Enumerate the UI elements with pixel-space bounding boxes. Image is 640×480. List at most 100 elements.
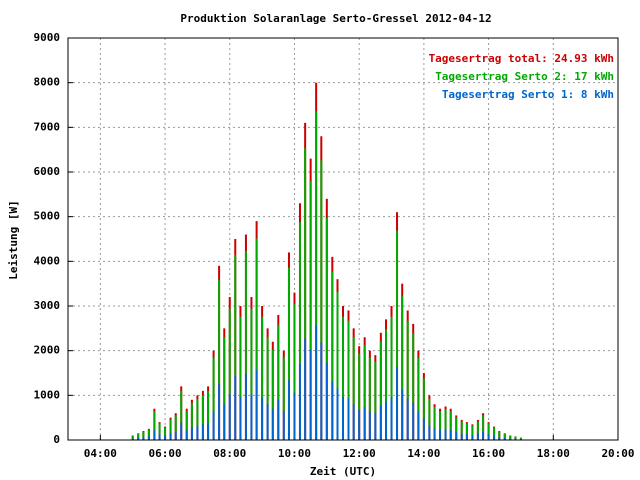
bar bbox=[352, 404, 355, 440]
bar bbox=[417, 411, 420, 440]
bar bbox=[428, 425, 431, 440]
legend-entry: Tagesertrag total: 24.93 kWh bbox=[429, 52, 614, 65]
y-tick-label: 2000 bbox=[34, 344, 61, 357]
y-tick-label: 9000 bbox=[34, 31, 61, 44]
bar bbox=[331, 381, 334, 440]
bar bbox=[379, 405, 382, 440]
bar bbox=[201, 394, 204, 425]
bar bbox=[514, 438, 517, 440]
bar bbox=[396, 367, 399, 440]
bar bbox=[363, 406, 366, 440]
bar bbox=[444, 429, 447, 440]
bar bbox=[304, 338, 307, 440]
x-tick-label: 08:00 bbox=[213, 447, 246, 460]
bar bbox=[223, 337, 226, 405]
bar bbox=[185, 411, 188, 431]
bar bbox=[212, 357, 215, 412]
bar bbox=[271, 349, 274, 409]
bar bbox=[514, 436, 517, 439]
bar bbox=[244, 374, 247, 440]
bar bbox=[417, 357, 420, 412]
bar bbox=[185, 430, 188, 440]
bar bbox=[487, 434, 490, 440]
x-tick-label: 04:00 bbox=[84, 447, 117, 460]
bar bbox=[309, 349, 312, 440]
bar bbox=[234, 255, 237, 376]
bar bbox=[277, 399, 280, 440]
bar bbox=[374, 361, 377, 413]
bar bbox=[325, 218, 328, 363]
y-axis-label: Leistung [W] bbox=[7, 200, 20, 279]
bar bbox=[309, 180, 312, 350]
bar bbox=[422, 418, 425, 440]
bar bbox=[169, 432, 172, 440]
bar bbox=[509, 438, 512, 440]
bar bbox=[336, 292, 339, 389]
y-tick-label: 7000 bbox=[34, 120, 61, 133]
bar bbox=[471, 425, 474, 436]
bar bbox=[212, 411, 215, 440]
bar bbox=[293, 392, 296, 440]
y-tick-label: 4000 bbox=[34, 254, 61, 267]
bar bbox=[250, 394, 253, 440]
bar bbox=[428, 398, 431, 426]
bar bbox=[304, 148, 307, 339]
bar bbox=[449, 411, 452, 431]
bar bbox=[266, 404, 269, 440]
bar bbox=[352, 337, 355, 405]
bar bbox=[493, 435, 496, 440]
bar bbox=[228, 394, 231, 440]
bar bbox=[180, 390, 183, 424]
x-tick-label: 14:00 bbox=[407, 447, 440, 460]
legend-entry: Tagesertrag Serto 1: 8 kWh bbox=[442, 88, 614, 101]
bar bbox=[374, 412, 377, 440]
bar bbox=[196, 425, 199, 440]
bar bbox=[180, 423, 183, 440]
bar bbox=[347, 398, 350, 440]
bar bbox=[433, 406, 436, 429]
x-tick-label: 16:00 bbox=[472, 447, 505, 460]
bar bbox=[460, 421, 463, 434]
bar bbox=[385, 401, 388, 440]
bar bbox=[406, 320, 409, 399]
bar bbox=[250, 308, 253, 395]
y-tick-label: 0 bbox=[53, 433, 60, 446]
bar bbox=[287, 380, 290, 440]
y-tick-label: 1000 bbox=[34, 388, 61, 401]
bar bbox=[282, 357, 285, 412]
bar bbox=[320, 160, 323, 343]
bar bbox=[244, 251, 247, 375]
bar bbox=[455, 417, 458, 432]
bar bbox=[503, 437, 506, 440]
bar bbox=[315, 325, 318, 440]
bar bbox=[320, 342, 323, 440]
bar bbox=[476, 421, 479, 434]
bar bbox=[298, 364, 301, 440]
bar bbox=[368, 357, 371, 412]
bar bbox=[153, 411, 156, 431]
bar bbox=[298, 222, 301, 365]
bar bbox=[315, 111, 318, 326]
bar bbox=[433, 428, 436, 440]
y-tick-label: 3000 bbox=[34, 299, 61, 312]
bar bbox=[487, 423, 490, 435]
bar bbox=[153, 430, 156, 440]
y-tick-label: 6000 bbox=[34, 165, 61, 178]
bar bbox=[342, 397, 344, 440]
bar bbox=[174, 415, 177, 432]
bar bbox=[509, 435, 512, 439]
bar bbox=[239, 397, 242, 440]
bar bbox=[358, 410, 361, 440]
bar bbox=[277, 324, 280, 400]
bar bbox=[287, 267, 290, 381]
bar bbox=[390, 316, 393, 398]
bar bbox=[239, 316, 242, 398]
bar bbox=[137, 433, 140, 438]
bar bbox=[190, 402, 193, 428]
bar bbox=[207, 390, 210, 424]
bar bbox=[476, 433, 479, 440]
bar bbox=[422, 378, 425, 419]
bar bbox=[460, 433, 463, 440]
bar bbox=[142, 431, 145, 438]
